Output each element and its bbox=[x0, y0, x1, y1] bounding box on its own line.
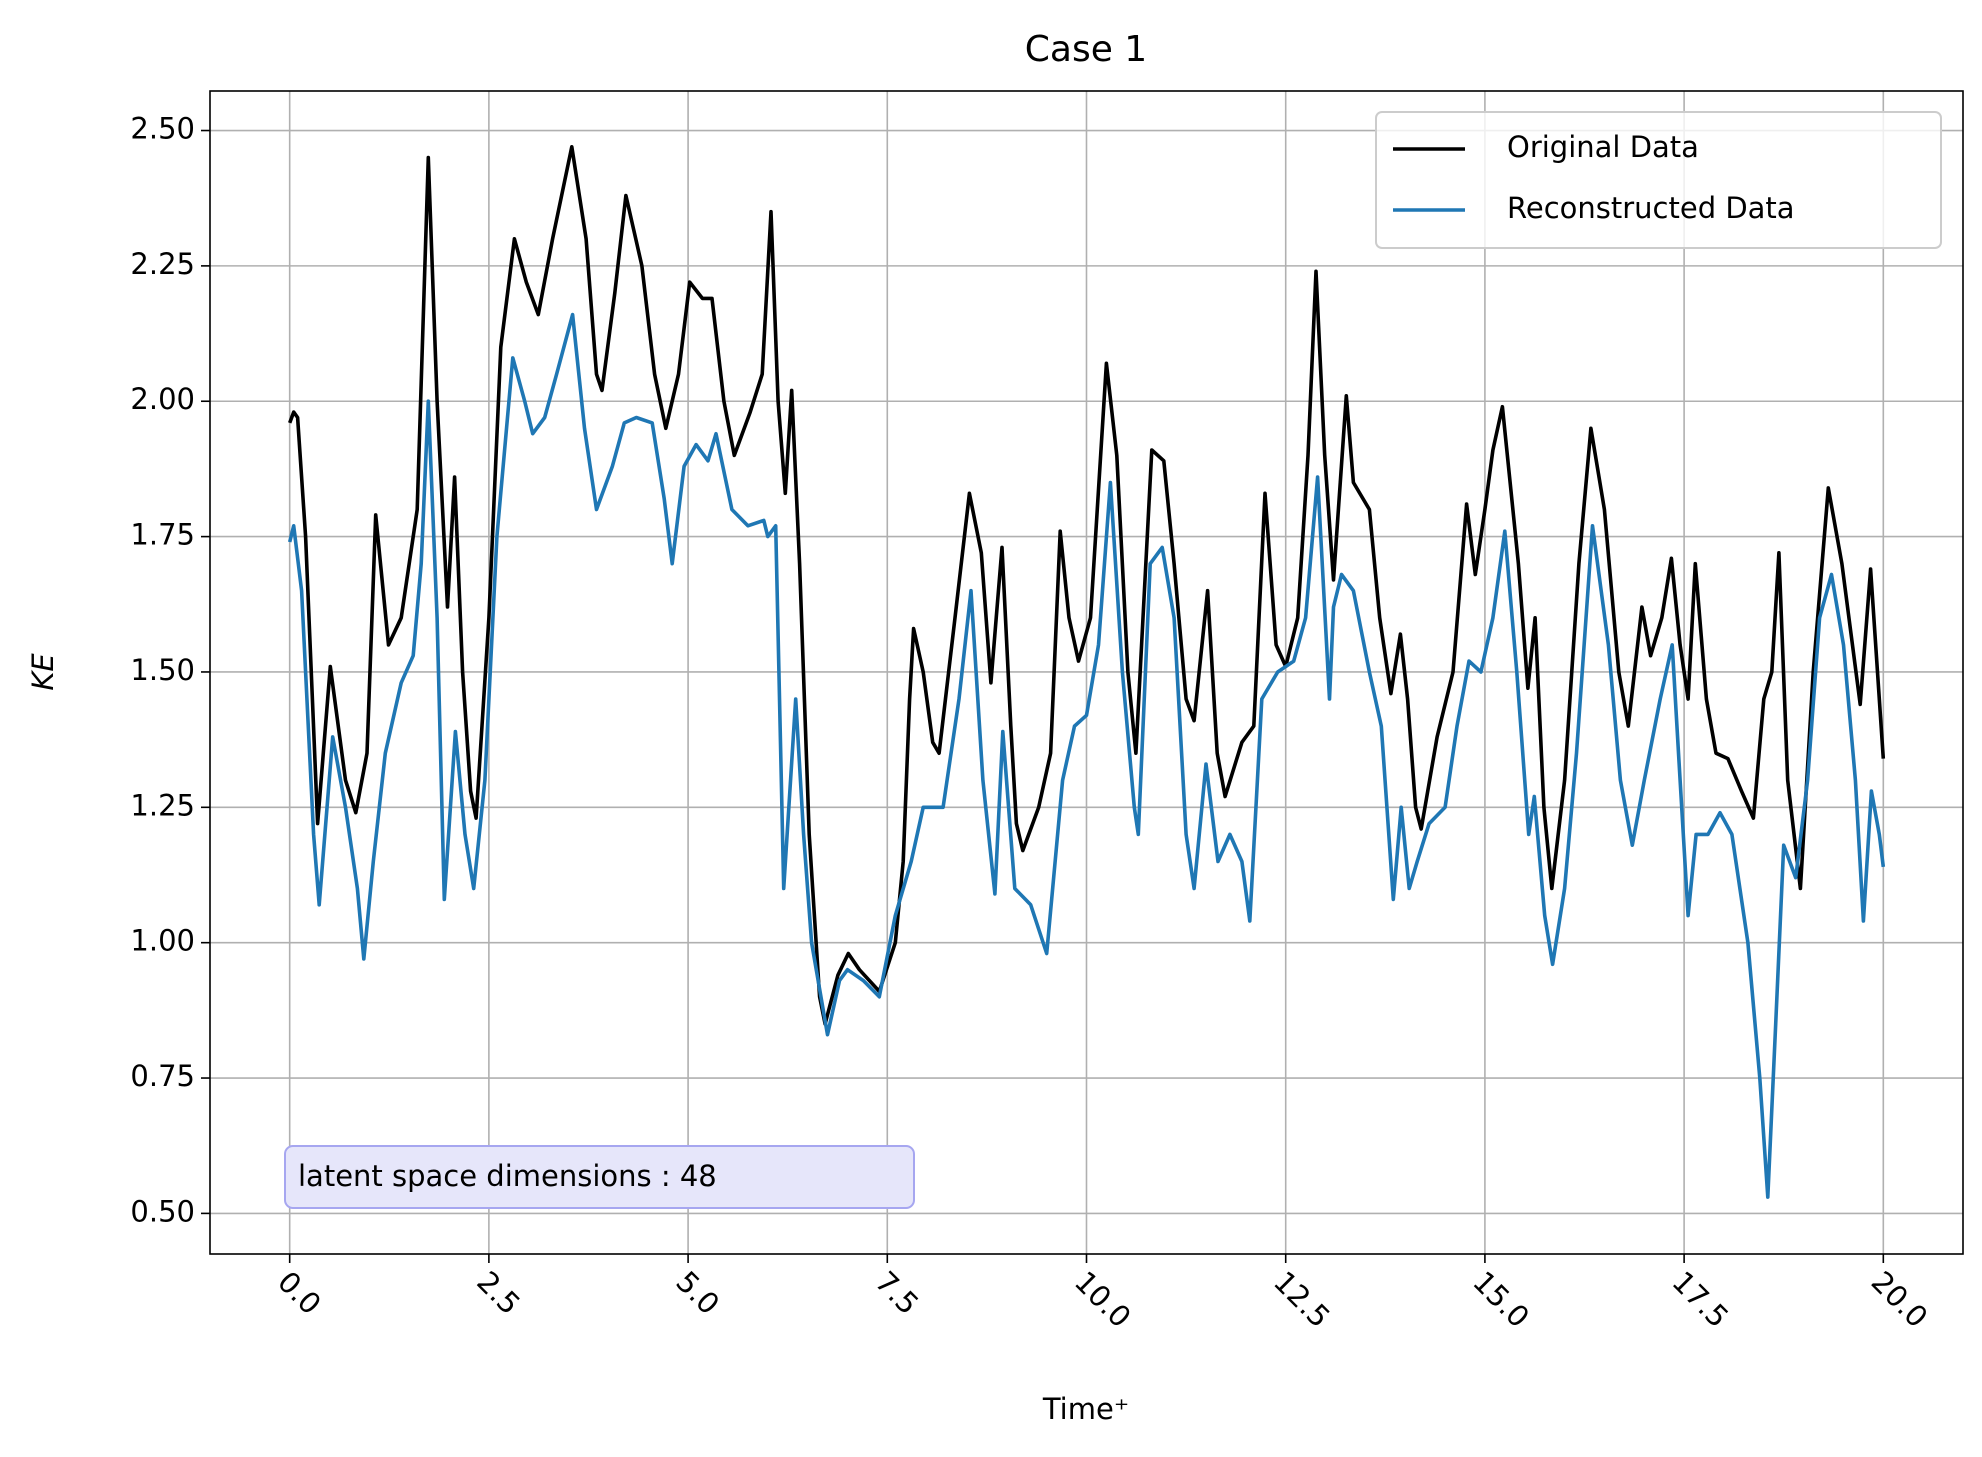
data-line bbox=[288, 145, 1886, 1026]
annotation-box bbox=[284, 1145, 915, 1209]
chart-title: Case 1 bbox=[1025, 29, 1147, 70]
plot-lines bbox=[287, 145, 1886, 1199]
legend-box bbox=[1375, 111, 1942, 249]
y-tick-label: 2.50 bbox=[130, 112, 195, 146]
annotation: latent space dimensions : 48 bbox=[298, 1159, 717, 1193]
legend-label: Original Data bbox=[1507, 130, 1699, 164]
y-tick-label: 0.50 bbox=[130, 1194, 195, 1228]
data-line bbox=[287, 312, 1886, 1199]
y-tick-label: 2.00 bbox=[130, 382, 195, 416]
y-tick-label: 1.00 bbox=[130, 924, 195, 958]
y-tick-label: 1.75 bbox=[130, 518, 195, 552]
legend: Original Data Reconstructed Data bbox=[1375, 111, 1942, 249]
y-tick-label: 1.50 bbox=[130, 653, 195, 687]
y-tick-label: 2.25 bbox=[130, 247, 195, 281]
y-tick-label: 1.25 bbox=[130, 788, 195, 822]
y-tick-label: 0.75 bbox=[130, 1059, 195, 1093]
y-axis-label: KE bbox=[26, 653, 60, 691]
x-axis-label: Time⁺ bbox=[1042, 1392, 1129, 1426]
legend-label: Reconstructed Data bbox=[1507, 191, 1795, 225]
